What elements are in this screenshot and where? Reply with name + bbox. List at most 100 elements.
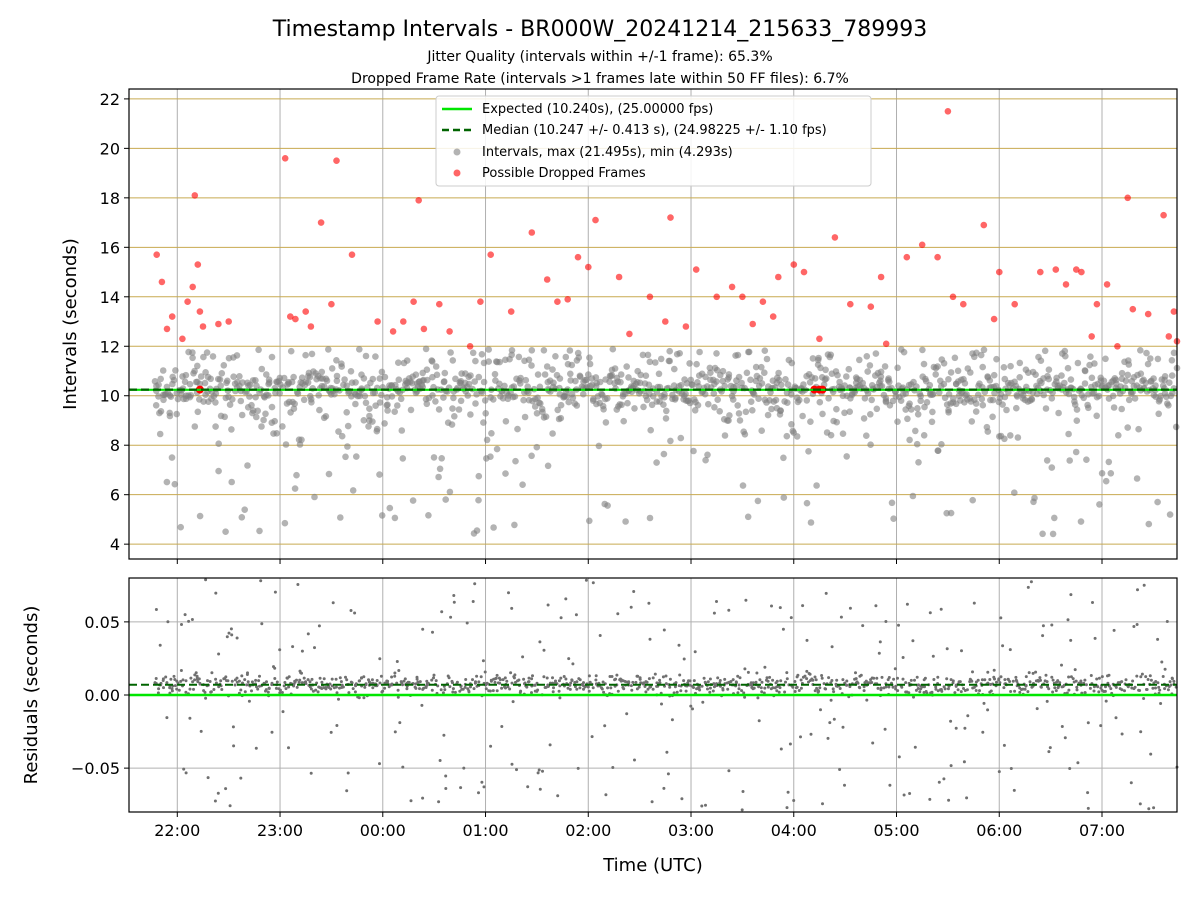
interval-point <box>972 408 980 415</box>
interval-point <box>1154 498 1161 506</box>
residual-point <box>1165 620 1169 623</box>
interval-point <box>745 348 753 356</box>
residual-point <box>517 678 521 682</box>
residual-point <box>647 601 651 605</box>
residual-point <box>928 797 932 801</box>
interval-point <box>534 394 541 402</box>
interval-point <box>788 391 795 398</box>
residual-point <box>1060 663 1063 667</box>
residual-point <box>822 682 826 686</box>
interval-point <box>333 357 340 364</box>
residual-point <box>839 615 843 619</box>
residual-point <box>1008 648 1012 652</box>
residual-point <box>573 685 577 689</box>
residual-point <box>378 681 382 685</box>
dropped-frame-point <box>292 315 299 323</box>
residual-point <box>192 687 195 691</box>
residual-point <box>187 619 191 623</box>
bottom-y-axis-label: Residuals (seconds) <box>21 606 42 785</box>
residual-point <box>362 675 366 679</box>
residual-point <box>1154 686 1157 690</box>
interval-point <box>1028 396 1036 403</box>
interval-point <box>930 390 937 398</box>
residual-point <box>711 689 715 693</box>
dropped-frame-point <box>574 253 582 261</box>
residual-point <box>172 674 176 678</box>
residual-point <box>604 793 608 797</box>
residual-point <box>188 716 192 720</box>
residual-point <box>658 681 662 685</box>
residual-point <box>771 678 775 682</box>
residual-point <box>702 676 706 680</box>
residual-point <box>660 702 663 706</box>
residual-point <box>306 678 310 682</box>
residual-point <box>651 687 655 691</box>
interval-point <box>609 345 617 353</box>
residual-point <box>510 681 514 685</box>
interval-point <box>222 528 229 535</box>
residual-point <box>880 675 884 679</box>
residual-point <box>1073 668 1077 672</box>
residual-point <box>265 680 268 684</box>
interval-point <box>839 430 847 438</box>
interval-point <box>181 378 189 386</box>
interval-point <box>663 407 670 415</box>
residual-point <box>224 787 228 791</box>
interval-point <box>308 350 316 358</box>
interval-point <box>721 432 729 439</box>
interval-point <box>217 382 224 390</box>
interval-point <box>637 371 644 379</box>
interval-point <box>399 455 407 462</box>
dropped-frame-point <box>302 308 310 315</box>
residual-point <box>338 676 342 680</box>
interval-point <box>254 407 261 415</box>
residual-point <box>874 604 878 608</box>
residual-point <box>666 772 670 776</box>
interval-point <box>1016 374 1023 381</box>
interval-point <box>882 395 890 402</box>
interval-point <box>592 374 600 381</box>
residual-point <box>1124 678 1128 682</box>
interval-point <box>833 405 840 413</box>
residual-point <box>632 590 636 593</box>
dropped-frame-point <box>667 214 674 221</box>
residual-point <box>789 616 793 620</box>
interval-point <box>1061 347 1069 355</box>
dropped-frame-point <box>307 323 315 330</box>
interval-point <box>978 395 986 403</box>
interval-point <box>353 453 360 460</box>
residual-point <box>484 687 488 691</box>
residual-point <box>896 676 899 680</box>
residual-point <box>658 678 662 682</box>
interval-point <box>639 351 647 359</box>
interval-point <box>422 345 430 353</box>
dropped-frame-point <box>1170 308 1178 315</box>
interval-point <box>934 447 942 455</box>
residual-point <box>813 689 817 693</box>
dropped-frame-point <box>775 273 782 281</box>
interval-point <box>799 412 806 420</box>
interval-point <box>972 400 980 407</box>
residual-point <box>946 687 950 691</box>
interval-point <box>934 363 941 370</box>
residual-point <box>635 674 639 678</box>
interval-point <box>1096 501 1103 508</box>
residual-point <box>738 676 742 680</box>
dropped-frame-point <box>184 298 191 306</box>
interval-point <box>189 354 196 362</box>
residual-point <box>844 683 848 687</box>
interval-point <box>556 375 564 382</box>
residual-point <box>1148 674 1152 678</box>
residual-point <box>230 679 234 683</box>
dropped-frame-point <box>903 253 911 261</box>
residual-point <box>154 677 158 680</box>
interval-point <box>300 396 308 404</box>
residual-point <box>826 736 830 740</box>
interval-point <box>735 410 743 417</box>
interval-point <box>845 365 853 373</box>
interval-point <box>864 368 871 375</box>
residual-point <box>591 686 595 690</box>
residual-point <box>353 611 357 615</box>
interval-point <box>307 396 315 403</box>
interval-point <box>543 363 551 370</box>
